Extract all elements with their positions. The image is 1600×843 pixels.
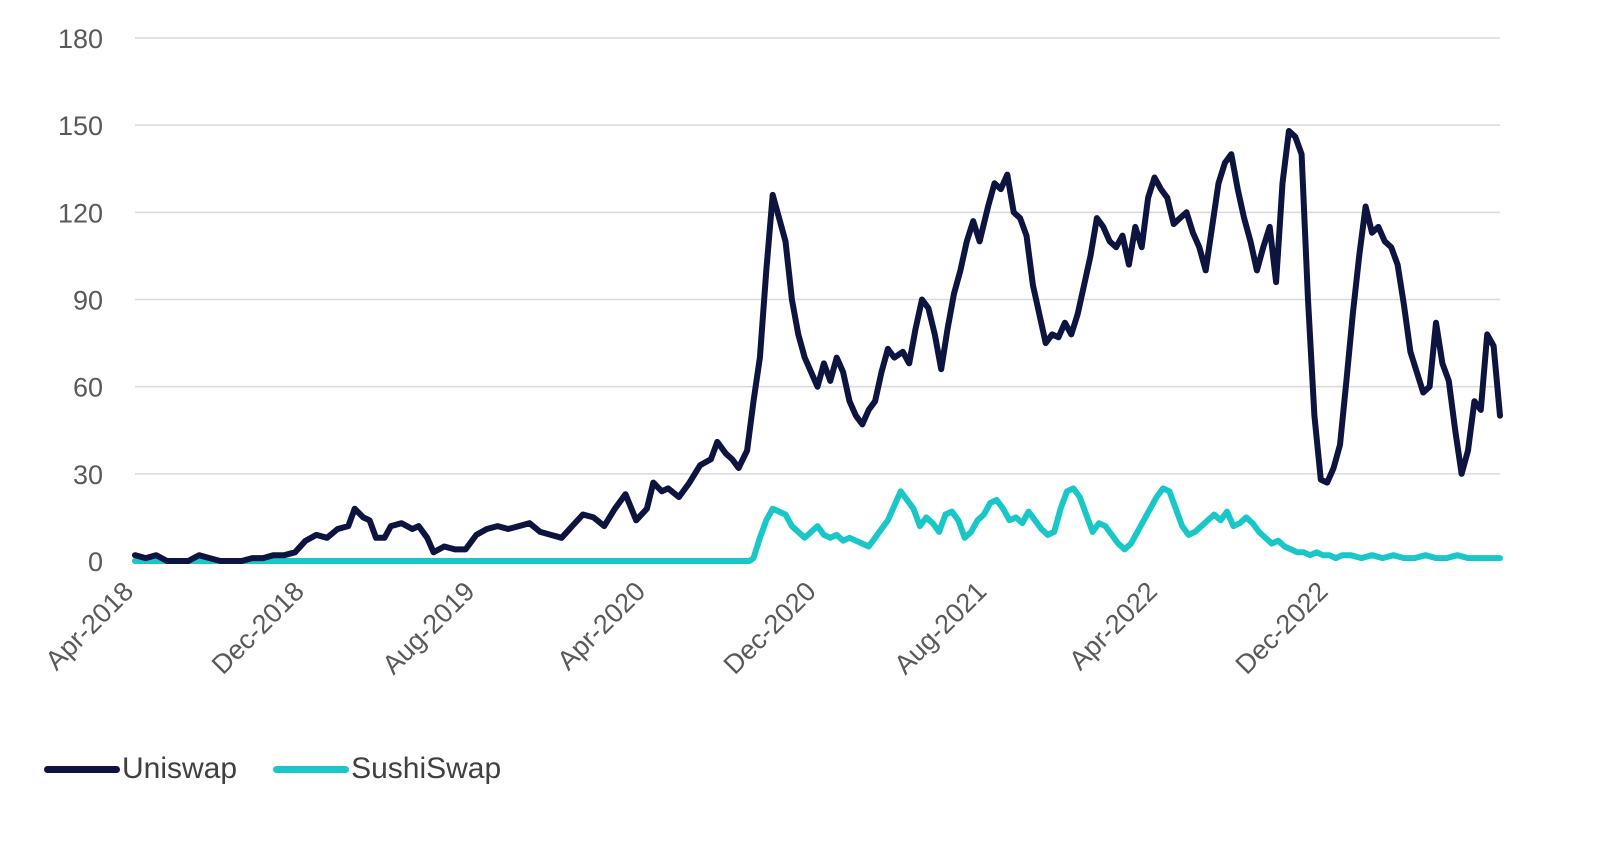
- legend-swatch-uniswap: [44, 765, 120, 773]
- series-line-sushiswap: [132, 485, 1503, 564]
- y-tick-label: 30: [73, 460, 103, 490]
- series-line-uniswap: [132, 128, 1503, 564]
- y-tick-label: 180: [58, 24, 103, 54]
- y-tick-label: 0: [88, 547, 103, 577]
- y-tick-label: 90: [73, 286, 103, 316]
- gridlines: [135, 37, 1500, 475]
- x-tick-label: Apr-2018: [39, 576, 139, 676]
- x-axis-ticks: Apr-2018 Dec-2018 Aug-2019 Apr-2020 Dec-2020…: [39, 576, 1333, 680]
- y-tick-label: 150: [58, 111, 103, 141]
- x-tick-label: Apr-2020: [551, 576, 651, 676]
- x-tick-label: Dec-2022: [1230, 576, 1334, 680]
- legend-item-uniswap[interactable]: Uniswap: [44, 752, 237, 786]
- x-tick-label: Apr-2022: [1063, 576, 1163, 676]
- y-tick-label: 60: [73, 373, 103, 403]
- x-tick-label: Aug-2021: [888, 576, 992, 680]
- series-lines: [132, 128, 1503, 564]
- x-tick-label: Dec-2020: [718, 576, 822, 680]
- legend-label: SushiSwap: [351, 752, 502, 785]
- y-tick-label: 120: [58, 198, 103, 228]
- y-axis-ticks: 0 30 60 90 120 150 180: [58, 24, 103, 577]
- legend: Uniswap SushiSwap: [44, 752, 537, 786]
- legend-item-sushiswap[interactable]: SushiSwap: [273, 752, 501, 786]
- line-chart: 0 30 60 90 120 150 180 Apr-2018 Dec-2018 Aug-201…: [39, 24, 1503, 680]
- legend-swatch-sushiswap: [273, 765, 350, 773]
- x-tick-label: Dec-2018: [206, 576, 310, 680]
- x-tick-label: Aug-2019: [376, 576, 480, 680]
- legend-label: Uniswap: [122, 752, 238, 785]
